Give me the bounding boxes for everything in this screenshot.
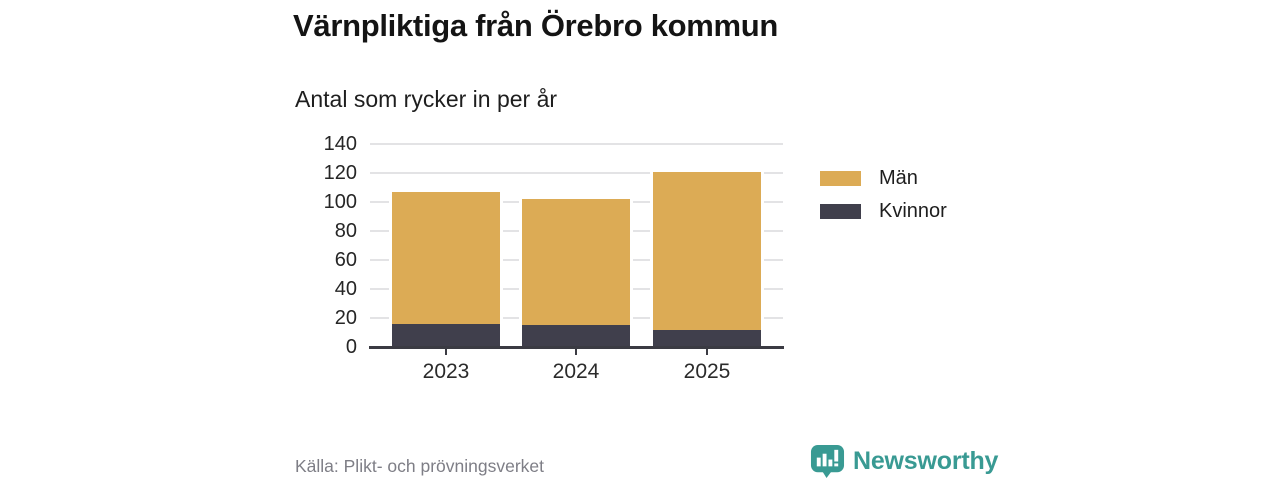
bar-segment-man[interactable] [522,199,630,326]
y-axis-tick-label: 0 [345,336,357,358]
legend-row: Kvinnor [820,199,947,223]
x-axis-tick [706,349,708,355]
brand-name: Newsworthy [853,447,999,475]
y-axis-tick-label: 20 [334,307,357,329]
y-axis-tick-label: 140 [323,133,357,155]
bar-segment-kvinna[interactable] [392,323,500,347]
source-text: Källa: Plikt- och prövningsverket [295,456,544,476]
legend-label: Kvinnor [879,199,947,222]
bar-segment-man[interactable] [653,171,761,330]
x-axis-tick-label: 2025 [683,360,731,383]
legend-row: Män [820,166,947,190]
brand-logo: Newsworthy [810,444,998,479]
y-axis-tick-label: 120 [323,162,357,184]
x-axis-tick-label: 2023 [422,360,470,383]
y-gridline [370,172,783,174]
x-axis-tick-label: 2024 [552,360,600,383]
y-axis-tick-label: 40 [334,278,357,300]
legend-label: Män [879,166,918,189]
newsworthy-icon [810,444,845,479]
legend-swatch [820,170,861,186]
chart-subtitle: Antal som rycker in per år [295,86,558,112]
bar-column-2023[interactable] [389,191,503,347]
y-axis-tick-label: 60 [334,249,357,271]
chart-legend: Män Kvinnor [820,166,947,232]
y-axis-tick-label: 80 [334,220,357,242]
x-axis-tick [575,349,577,355]
y-gridline [370,143,783,145]
chart-title: Värnpliktiga från Örebro kommun [293,8,779,43]
bar-column-2025[interactable] [650,171,764,347]
bar-segment-man[interactable] [392,191,500,324]
y-axis-tick-label: 100 [323,191,357,213]
bar-segment-kvinna[interactable] [522,325,630,347]
bar-segment-kvinna[interactable] [653,329,761,347]
legend-swatch [820,203,861,219]
x-axis-tick [445,349,447,355]
bar-column-2024[interactable] [519,199,633,347]
x-axis-line [369,346,784,349]
